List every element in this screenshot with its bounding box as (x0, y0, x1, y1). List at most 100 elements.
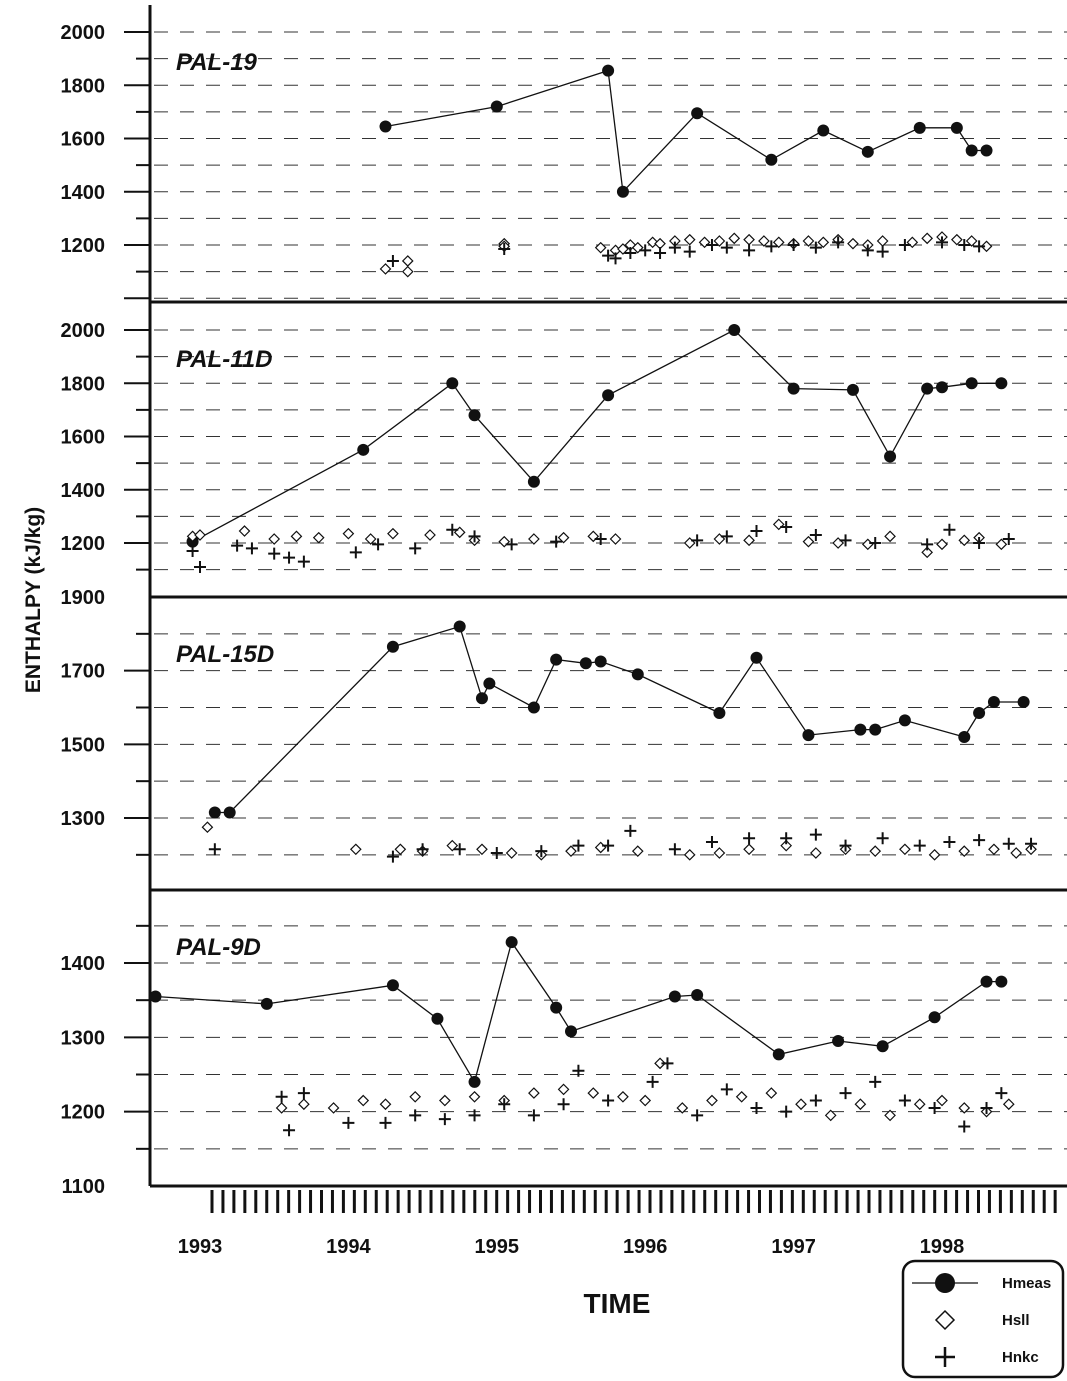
hmeas-point (995, 975, 1008, 988)
series-line (155, 940, 1002, 1084)
hsil-point (409, 1090, 422, 1103)
hmeas-point (602, 64, 615, 77)
hmeas-point (468, 409, 481, 422)
hnkc-point (386, 254, 399, 267)
hnkc-point (594, 533, 607, 546)
hnkc-point (624, 246, 637, 259)
hsil-point (958, 1102, 971, 1114)
hsil-point (795, 1098, 807, 1111)
hnkc-point (557, 1098, 570, 1111)
y-tick-label: 1300 (61, 808, 106, 830)
hnkc-point (342, 1116, 355, 1129)
hsil-point (772, 236, 785, 249)
hnkc-point (839, 534, 852, 547)
x-tick-label: 1997 (771, 1236, 816, 1258)
hsil-point (847, 237, 859, 250)
hmeas-point (357, 443, 370, 456)
hnkc-point (372, 538, 385, 551)
legend: Hmeas Hsll Hnkc (901, 1259, 1065, 1379)
y-tick-label: 1800 (61, 75, 106, 97)
hsil-point (312, 531, 325, 544)
y-tick-label: 1600 (61, 129, 106, 151)
hnkc-point (973, 240, 986, 253)
hnkc-point (297, 1087, 310, 1100)
hsil-point (936, 538, 948, 551)
hnkc-point (973, 834, 986, 847)
x-tick-label: 1994 (326, 1236, 371, 1258)
hsil-point (728, 232, 741, 245)
hnkc-point (438, 1113, 451, 1126)
hsil-point (617, 243, 629, 255)
hsil-point (342, 527, 355, 540)
hmeas-point (208, 806, 221, 819)
hnkc-point (832, 236, 845, 249)
hmeas-point (527, 475, 540, 488)
hsil-point (364, 533, 377, 545)
hsil-point (268, 533, 281, 545)
hmeas-point (765, 153, 778, 166)
hmeas-point (1017, 695, 1030, 708)
hnkc-point (1002, 533, 1015, 546)
hmeas-point (260, 997, 273, 1010)
hsil-point (639, 1094, 652, 1107)
hmeas-point (483, 677, 496, 690)
hmeas-point (386, 979, 399, 992)
hnkc-point (283, 551, 296, 564)
hmeas-point (772, 1048, 785, 1061)
hmeas-point (668, 990, 681, 1003)
hsil-point (802, 535, 815, 548)
hmeas-point (594, 655, 607, 668)
panel-pal-11d: 1200 1400 1600 1800 2000 PAL-11D (61, 302, 1067, 599)
hmeas-point (691, 107, 704, 120)
y-tick-label: 1900 (61, 587, 106, 609)
hsil-point (950, 233, 963, 246)
hmeas-point (817, 124, 830, 137)
y-tick-label: 1200 (61, 1102, 106, 1124)
hsil-point (869, 845, 882, 857)
y-tick-label: 1500 (61, 734, 106, 756)
hnkc-point (468, 1109, 481, 1122)
hnkc-point (691, 1109, 704, 1122)
hmeas-point (453, 620, 466, 633)
y-tick-label: 1100 (62, 1176, 105, 1198)
hsil-point (899, 843, 911, 856)
hmeas-point (468, 1075, 481, 1088)
x-tick-label: 1993 (178, 1236, 223, 1258)
hmeas-point (936, 381, 948, 394)
hmeas-point (869, 723, 882, 736)
hnkc-point (809, 1094, 822, 1107)
hsil-point (476, 843, 488, 856)
hmeas-point (728, 324, 741, 336)
y-tick-label: 2000 (61, 22, 106, 44)
hmeas-point (802, 729, 815, 742)
hmeas-point (965, 144, 978, 157)
series-hmeas (149, 936, 1008, 1088)
hnkc-point (839, 839, 852, 852)
hsil-point (238, 525, 251, 537)
hsil-point (194, 529, 206, 541)
hnkc-point (194, 560, 206, 573)
panel-title: PAL-19 (176, 49, 258, 76)
hsil-point (379, 263, 392, 275)
hnkc-point (720, 530, 733, 543)
hmeas-point (550, 1001, 563, 1014)
panel-pal-19: 1200 1400 1600 1800 2000 PAL-19 (61, 5, 1067, 304)
hsil-point (594, 241, 607, 254)
hsil-point (594, 841, 607, 854)
hmeas-point (490, 100, 503, 113)
hnkc-point (869, 1075, 882, 1088)
panel-title: PAL-9D (176, 934, 261, 961)
hnkc-point (498, 242, 511, 255)
hnkc-point (743, 244, 756, 257)
hnkc-point (572, 839, 585, 852)
y-tick-label: 1800 (61, 373, 106, 395)
hsil-point (854, 1098, 867, 1111)
hsil-point (439, 1094, 451, 1107)
hmeas-point (386, 640, 399, 653)
legend-marker-hnkc (935, 1347, 955, 1367)
hnkc-point (861, 244, 874, 257)
series-hsil (379, 231, 993, 278)
series-line (385, 69, 987, 194)
hsil-point (713, 847, 726, 859)
hsil-point (1010, 847, 1023, 859)
